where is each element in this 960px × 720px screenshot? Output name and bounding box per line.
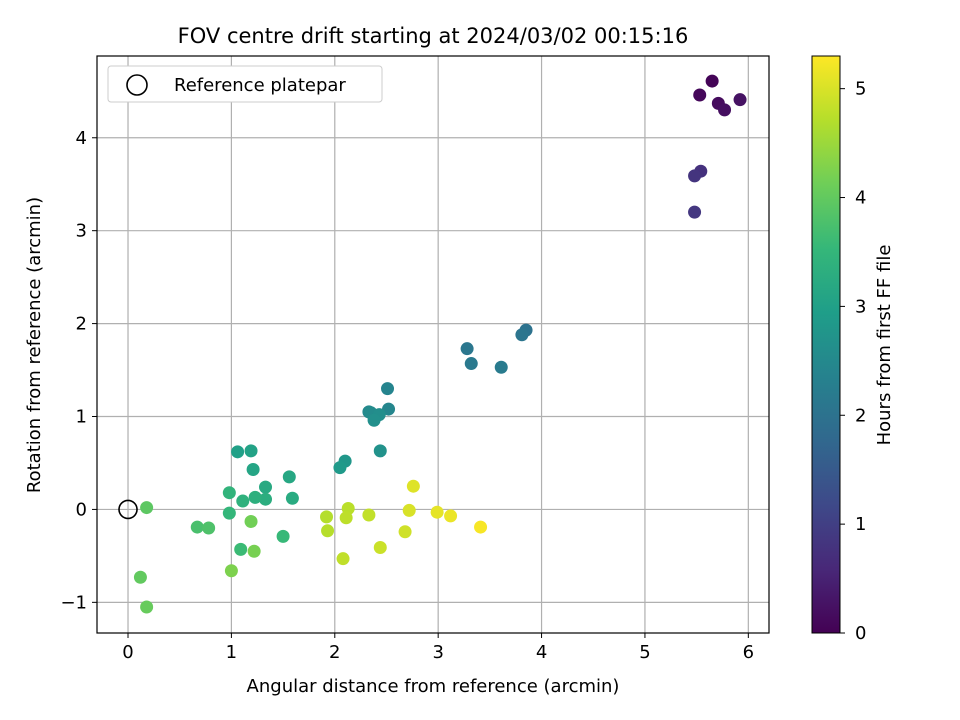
data-point [515,328,529,342]
x-tick-label: 5 [639,642,650,663]
y-tick-label: 2 [76,314,87,335]
data-point [693,88,707,102]
y-tick-label: 4 [76,128,87,149]
data-point [244,515,258,529]
data-point [688,169,702,183]
legend-marker [126,74,148,96]
x-tick-label: 6 [743,642,754,663]
data-point [430,505,444,519]
data-point [276,529,290,543]
data-point [236,494,250,508]
colorbar-tick-label: 2 [855,405,866,426]
y-tick-label: 1 [76,407,87,428]
data-point [140,600,154,614]
data-point [494,360,508,374]
data-point [688,205,702,219]
x-tick-label: 1 [226,642,237,663]
data-point [244,444,258,458]
x-tick-label: 3 [432,642,443,663]
grid-lines [97,56,769,633]
colorbar: 0 1 2 3 4 5 Hours from first FF file [811,55,895,644]
data-point [248,490,262,504]
data-point [140,501,154,515]
y-axis-ticks: −1 0 1 2 3 4 [60,128,97,613]
data-point [333,461,347,475]
data-point [460,342,474,356]
data-point [224,564,238,578]
legend-entry-reference: Reference platepar [174,75,346,96]
y-tick-label: 0 [76,499,87,520]
data-point [321,524,335,538]
x-tick-label: 2 [329,642,340,663]
legend: Reference platepar [107,65,383,103]
colorbar-tick-label: 3 [855,296,866,317]
data-point [320,510,334,524]
data-point [718,103,732,117]
plot-frame [96,55,770,634]
data-point [381,382,395,396]
colorbar-ticks: 0 1 2 3 4 5 [840,79,866,644]
legend-box [107,65,383,103]
reference-platepar-marker [118,499,138,520]
data-point [234,542,248,556]
data-points [133,74,747,614]
data-point [285,491,299,505]
data-point [373,444,387,458]
data-point [398,525,412,539]
data-point [373,541,387,555]
data-point [231,445,245,459]
data-point [259,480,273,494]
colorbar-tick-label: 4 [855,188,866,209]
x-axis-label: Angular distance from reference (arcmin) [247,676,620,697]
x-tick-label: 4 [536,642,547,663]
colorbar-tick-label: 0 [855,623,866,644]
plot-area: 0 1 2 3 4 5 6 −1 0 1 2 3 4 [60,55,770,663]
colorbar-gradient [811,55,841,634]
data-point [406,479,420,493]
colorbar-tick-label: 1 [855,514,866,535]
y-tick-label: −1 [60,592,87,613]
data-point [464,357,478,371]
data-point [362,508,376,522]
data-point [247,544,261,558]
data-point [259,492,273,506]
y-tick-label: 3 [76,221,87,242]
data-point [733,93,747,107]
plot-background [97,56,769,633]
data-point [367,413,381,427]
chart-title: FOV centre drift starting at 2024/03/02 … [178,24,689,48]
data-point [246,462,260,476]
data-point [282,470,296,484]
data-point [222,486,236,500]
data-point [336,552,350,566]
colorbar-label: Hours from first FF file [874,245,895,446]
data-point [190,520,204,534]
data-point [339,511,353,525]
data-point [705,74,719,88]
x-axis-ticks: 0 1 2 3 4 5 6 [122,633,754,663]
data-point [222,506,236,520]
data-point [474,520,488,534]
colorbar-tick-label: 5 [855,79,866,100]
x-tick-label: 0 [122,642,133,663]
data-point [444,509,458,523]
y-axis-label: Rotation from reference (arcmin) [24,197,45,493]
data-point [402,503,416,517]
data-point [202,521,216,535]
data-point [133,570,147,584]
